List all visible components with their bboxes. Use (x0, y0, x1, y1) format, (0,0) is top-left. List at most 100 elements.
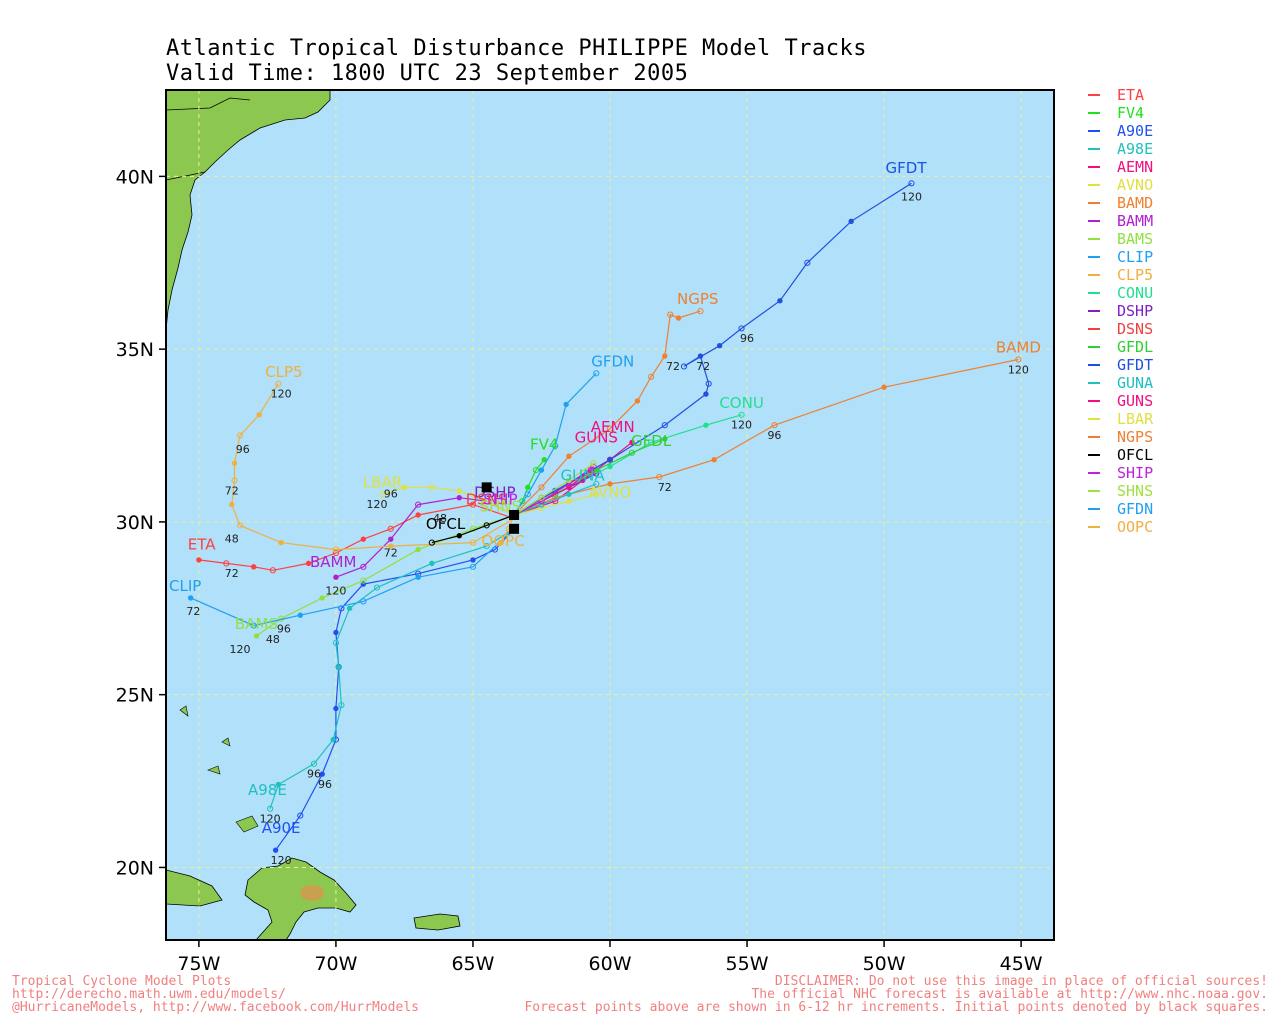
legend-item-bams: BAMS (1088, 230, 1153, 248)
hour-label: 72 (658, 481, 672, 494)
model-label-conu: CONU (719, 394, 763, 412)
footer-left-line-1: Tropical Cyclone Model Plots (12, 974, 232, 989)
footer-right: DISCLAIMER: Do not use this image in pla… (524, 975, 1268, 1014)
track-point (662, 353, 668, 359)
track-point (256, 412, 262, 418)
hour-label: 96 (740, 332, 754, 345)
footer-left-line-2[interactable]: http://derecho.math.uwm.edu/models/ (12, 987, 286, 1002)
track-point (456, 488, 462, 494)
legend-swatch (1088, 364, 1100, 366)
legend-swatch (1088, 166, 1100, 168)
track-point (319, 595, 325, 601)
footer-left-line-3[interactable]: @HurricaneModels, http://www.facebook.co… (12, 1000, 419, 1015)
legend-swatch (1088, 148, 1100, 150)
track-point (388, 536, 394, 542)
model-label-clip: CLIP (169, 577, 201, 595)
track-eta (196, 501, 515, 574)
chart-title: Atlantic Tropical Disturbance PHILIPPE M… (166, 36, 867, 86)
hour-label: 96 (277, 622, 291, 635)
track-point (738, 411, 745, 418)
track-avno (513, 491, 600, 516)
track-line-bams (256, 514, 515, 637)
track-point (456, 533, 462, 539)
track-point (469, 563, 477, 570)
track-point (705, 380, 712, 387)
track-line-clip (190, 528, 515, 627)
legend-label: DSHP (1117, 302, 1154, 320)
x-tick-label: 55W (726, 953, 769, 975)
y-tick-label: 25N (116, 685, 154, 707)
track-point (333, 705, 339, 712)
x-tick-label: 60W (589, 953, 632, 975)
track-point (607, 463, 613, 470)
legend-item-lbar: LBAR (1088, 410, 1153, 428)
track-line-gfdn (513, 372, 597, 516)
track-point (771, 422, 778, 429)
legend-item-bamm: BAMM (1088, 212, 1153, 230)
track-point (607, 481, 613, 487)
track-bams (253, 514, 515, 639)
hour-label: 72 (225, 567, 239, 580)
track-point (415, 501, 422, 508)
track-point (415, 512, 421, 518)
legend-item-ship: SHIP (1088, 464, 1153, 482)
track-line-avno (513, 493, 597, 516)
hour-label: 48 (225, 533, 239, 546)
legend-swatch (1088, 526, 1100, 528)
legend-label: ETA (1117, 86, 1145, 104)
legend-item-avno: AVNO (1088, 176, 1153, 194)
legend-label: CONU (1117, 284, 1154, 302)
track-point (538, 467, 545, 473)
legend-swatch (1088, 184, 1100, 186)
track-point (703, 391, 709, 397)
axis-ticks: 75W 70W 65W 60W 55W 50W 45W 20N 25N 30N 35N 40N (116, 166, 1043, 975)
track-point (310, 760, 318, 767)
legend-label: LBAR (1117, 410, 1154, 428)
model-label-clp5: CLP5 (265, 363, 302, 381)
legend-item-gfdn: GFDN (1088, 500, 1153, 518)
model-label-gfdn: GFDN (591, 352, 634, 370)
track-point (538, 494, 545, 501)
legend-label: AEMN (1117, 158, 1154, 176)
track-point (305, 560, 312, 567)
track-point (360, 598, 367, 605)
legend-label: NGPS (1117, 428, 1154, 446)
hour-label: 120 (230, 643, 251, 656)
track-point (566, 477, 572, 484)
hour-label: 96 (318, 778, 332, 791)
legend-swatch (1088, 256, 1100, 258)
track-point (628, 449, 636, 456)
track-point (777, 298, 783, 304)
track-point (269, 567, 276, 574)
track-point (251, 564, 257, 570)
track-point (656, 473, 663, 481)
track-point (319, 771, 325, 777)
model-label-avno: AVNO (589, 484, 632, 502)
hour-label: 72 (186, 605, 200, 618)
track-gfdt (513, 180, 915, 516)
track-point (1015, 356, 1022, 363)
track-point (483, 522, 490, 529)
hour-label: 72 (225, 484, 239, 497)
track-line-guna (513, 483, 597, 516)
legend-label: FV4 (1117, 104, 1145, 122)
legend-label: SHNS (1117, 482, 1154, 500)
track-point (538, 484, 545, 491)
track-clp5 (229, 380, 515, 553)
track-clip (187, 528, 515, 629)
legend-item-guna: GUNA (1088, 374, 1153, 392)
legend-label: GFDN (1117, 500, 1154, 518)
model-label-fv4: FV4 (530, 435, 558, 453)
track-point (275, 781, 282, 788)
track-point (590, 460, 597, 467)
footer-right-line-3: Forecast points above are shown in 6-12 … (524, 1000, 1268, 1015)
track-point (229, 501, 235, 508)
legend-swatch (1088, 508, 1100, 510)
track-point (428, 539, 435, 546)
track-point (497, 539, 504, 546)
legend-swatch (1088, 310, 1100, 312)
track-point (566, 491, 572, 497)
initial-point-square (509, 510, 520, 520)
track-point (297, 612, 303, 618)
track-line-lbar (382, 486, 515, 516)
